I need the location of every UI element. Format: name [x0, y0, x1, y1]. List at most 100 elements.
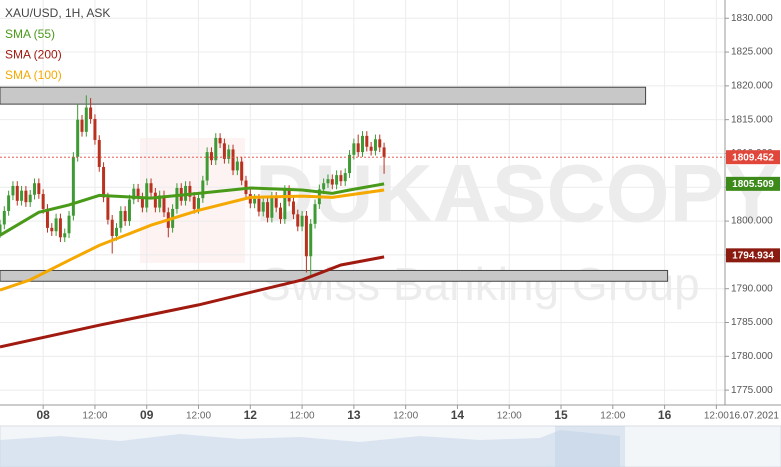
x-tick-label: 12:00	[393, 411, 418, 422]
candle-body	[361, 135, 364, 153]
candle-body	[33, 183, 37, 195]
candle-body	[67, 215, 71, 234]
x-tick-label: 14	[451, 408, 465, 422]
candle-body	[261, 202, 265, 212]
candle-body	[322, 183, 326, 190]
candle-body	[218, 137, 222, 144]
x-tick-label: 12:00	[600, 411, 625, 422]
x-tick-label: 12:00	[497, 411, 522, 422]
candle-body	[37, 183, 41, 195]
candle-body	[84, 107, 88, 132]
candle-body	[356, 143, 360, 153]
candle-body	[127, 199, 131, 222]
price-label-box	[726, 150, 780, 165]
watermark-text: DUKASCOPY	[255, 149, 779, 240]
candle-body	[76, 119, 80, 157]
candle-body	[41, 194, 45, 209]
candle-body	[335, 175, 339, 185]
candle-body	[149, 183, 153, 193]
x-tick-label: 09	[140, 408, 154, 422]
sma-line	[0, 182, 385, 237]
candle-body	[110, 219, 114, 236]
candle-body	[339, 175, 343, 182]
candle-body	[235, 161, 239, 171]
y-tick-label: 1800.000	[731, 216, 773, 227]
candle-body	[80, 119, 84, 132]
candle-body	[58, 218, 62, 238]
candle-body	[123, 210, 127, 222]
candle-body	[253, 198, 257, 204]
candle-body	[175, 187, 179, 209]
candle-body	[15, 185, 19, 201]
candle-body	[192, 196, 196, 209]
candle-body	[326, 179, 330, 184]
navigator-window[interactable]	[555, 426, 625, 467]
candle-body	[222, 143, 226, 159]
candle-body	[257, 198, 261, 212]
candle-body	[45, 208, 49, 228]
price-label-box	[726, 176, 780, 191]
candle-body	[201, 180, 205, 199]
x-tick-label: 12	[244, 408, 258, 422]
candle-body	[300, 215, 304, 227]
candle-body	[71, 156, 75, 216]
candle-body	[132, 188, 136, 200]
x-tick-label: 15	[554, 408, 568, 422]
y-tick-label: 1820.000	[731, 81, 773, 92]
candle-body	[106, 197, 110, 220]
legend-entry: SMA (55)	[5, 27, 55, 41]
candle-body	[197, 198, 201, 209]
y-tick-label: 1780.000	[731, 351, 773, 362]
x-tick-label: 13	[347, 408, 361, 422]
y-tick-label: 1825.000	[731, 47, 773, 58]
candle-body	[373, 139, 377, 151]
candle-body	[28, 194, 32, 203]
candle-body	[279, 207, 283, 220]
candle-body	[231, 149, 235, 171]
x-tick-label: 12:00	[186, 411, 211, 422]
candle-body	[270, 196, 274, 218]
candle-body	[214, 137, 218, 161]
candle-body	[89, 107, 93, 119]
candle-body	[309, 223, 313, 257]
y-tick-label: 1815.000	[731, 114, 773, 125]
candle-body	[348, 154, 352, 174]
candle-body	[11, 185, 15, 196]
y-tick-label: 1785.000	[731, 317, 773, 328]
candle-body	[20, 190, 24, 201]
candle-body	[115, 227, 119, 236]
date-label: 16.07.2021	[729, 411, 779, 422]
candle-body	[140, 197, 144, 208]
x-tick-label: 12:00	[82, 411, 107, 422]
candle-body	[153, 192, 157, 208]
x-tick-label: 12:00	[704, 411, 729, 422]
candle-body	[93, 118, 97, 140]
candle-body	[227, 149, 231, 159]
navigator-area	[0, 430, 620, 467]
candle-body	[97, 139, 101, 168]
candle-body	[330, 179, 334, 185]
price-label-box	[726, 248, 780, 263]
candle-body	[352, 143, 356, 155]
candle-body	[158, 195, 162, 208]
y-tick-label: 1775.000	[731, 385, 773, 396]
chart-title: XAU/USD, 1H, ASK	[5, 6, 110, 20]
candle-body	[365, 135, 369, 147]
candle-body	[50, 227, 54, 232]
candle-body	[2, 210, 6, 225]
legend-entry: SMA (200)	[5, 48, 62, 62]
price-label: 1809.452	[732, 152, 774, 163]
candle-body	[145, 183, 149, 208]
watermark-text: Swiss Banking Group	[260, 258, 700, 310]
x-tick-label: 12:00	[290, 411, 315, 422]
candle-body	[240, 161, 244, 181]
candle-body	[382, 147, 386, 157]
candle-body	[296, 214, 300, 227]
plot	[0, 86, 725, 349]
price-label: 1794.934	[732, 250, 774, 261]
candle-body	[0, 224, 2, 234]
candle-body	[24, 190, 28, 203]
candle-body	[205, 152, 209, 181]
